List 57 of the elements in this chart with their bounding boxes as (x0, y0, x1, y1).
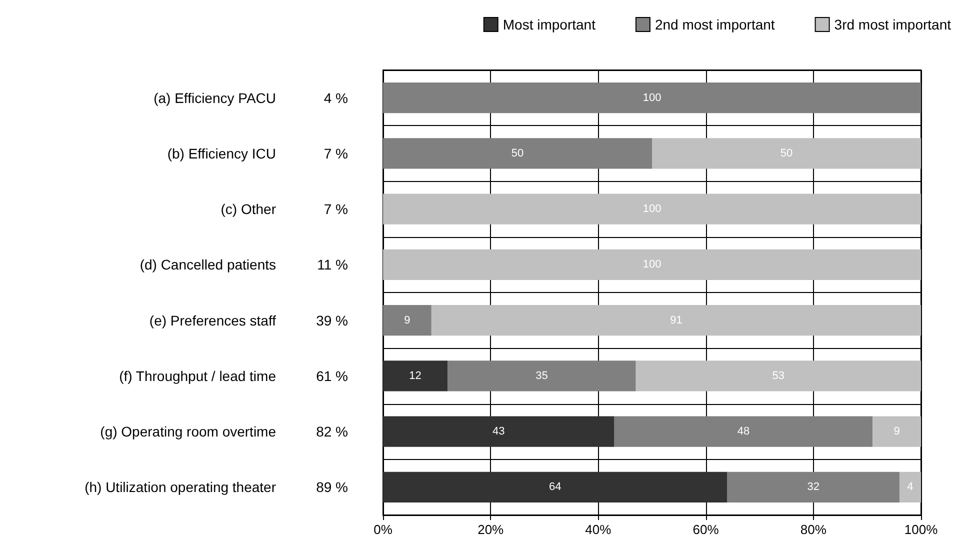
data-label: 48 (737, 426, 750, 438)
bar (383, 305, 432, 336)
legend-label: 3rd most important (834, 16, 952, 32)
text: 89 % (316, 479, 348, 496)
bar (383, 416, 614, 447)
data-label: 64 (549, 481, 562, 494)
bar (383, 82, 921, 114)
data-label: 100 (642, 258, 662, 271)
x-tick-label: 60% (692, 522, 720, 537)
text: 39 % (316, 312, 348, 328)
bar (383, 249, 921, 280)
data-label: 4 (907, 481, 914, 494)
y-tick-label: (g) Operating room overtime (100, 424, 276, 440)
data-label: 50 (780, 147, 793, 160)
y-tick-label: (f) Throughput / lead time (119, 368, 276, 384)
legend-label: 2nd most important (654, 16, 775, 32)
bar (431, 305, 921, 336)
text: 61 % (316, 368, 348, 384)
y-tick-label: (c) Other (220, 201, 276, 218)
x-tick-label: 0% (374, 522, 393, 537)
text: 7 % (324, 201, 348, 218)
data-label: 100 (642, 203, 662, 216)
bar (383, 472, 728, 502)
y-tick-label: (h) Utilization operating theater (84, 479, 276, 496)
y-tick-label: (a) Efficiency PACU (154, 90, 276, 106)
data-label: 9 (894, 426, 900, 438)
text: 11 % (317, 256, 348, 273)
y-tick-label: (d) Cancelled patients (140, 256, 276, 273)
text: 82 % (316, 424, 348, 440)
legend-label: Most important (502, 16, 596, 32)
x-tick-label: 100% (904, 522, 938, 537)
data-label: 53 (772, 370, 785, 382)
bar (899, 472, 921, 502)
bar (872, 416, 921, 447)
data-label: 12 (409, 370, 422, 382)
y-tick-label: (b) Efficiency ICU (167, 145, 276, 162)
data-label: 43 (492, 426, 505, 438)
bar (614, 416, 873, 447)
bar (383, 360, 448, 392)
data-label: 100 (642, 92, 662, 104)
bar (383, 138, 652, 169)
bar (727, 472, 900, 502)
bar (636, 360, 921, 392)
bar (383, 194, 921, 224)
text: 7 % (324, 145, 348, 162)
bar (652, 138, 921, 169)
x-tick-label: 40% (585, 522, 612, 537)
data-label: 50 (511, 147, 524, 160)
text: 4 % (324, 90, 348, 106)
data-label: 35 (536, 370, 548, 382)
x-tick-label: 20% (478, 522, 504, 537)
y-tick-label: (e) Preferences staff (149, 312, 276, 328)
x-tick-label: 80% (800, 522, 827, 537)
data-label: 32 (807, 481, 820, 494)
data-label: 9 (404, 314, 410, 326)
bar (448, 360, 636, 392)
data-label: 91 (670, 314, 682, 326)
